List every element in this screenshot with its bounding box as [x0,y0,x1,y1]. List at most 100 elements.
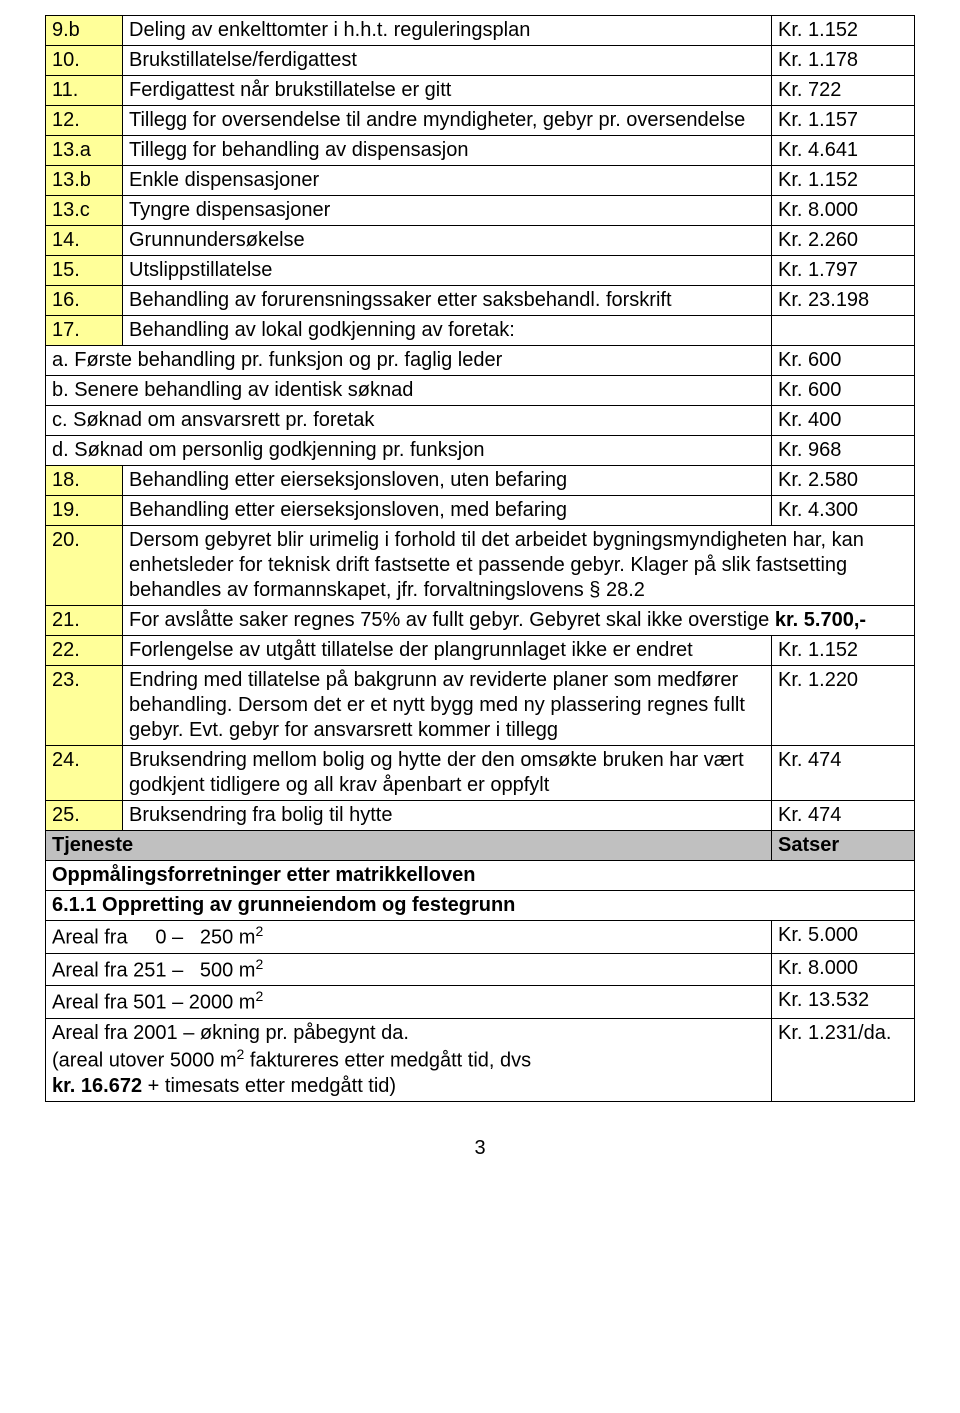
table-row: 14. Grunnundersøkelse Kr. 2.260 [46,226,915,256]
row-description: Utslippstillatelse [123,256,772,286]
table-row: 25. Bruksendring fra bolig til hytte Kr.… [46,801,915,831]
row-value: Kr. 1.152 [772,636,915,666]
row-number: 24. [46,746,123,801]
row-description: Areal fra 0 – 250 m2 [46,921,772,954]
table-row: 22. Forlengelse av utgått tillatelse der… [46,636,915,666]
row-value: Kr. 1.152 [772,16,915,46]
row-value: Kr. 474 [772,801,915,831]
header-row: Tjeneste Satser [46,831,915,861]
table-row: 11. Ferdigattest når brukstillatelse er … [46,76,915,106]
row-description: Behandling etter eierseksjonsloven, med … [123,496,772,526]
table-row: 13.a Tillegg for behandling av dispensas… [46,136,915,166]
row-value: Kr. 1.152 [772,166,915,196]
row-description: Bruksendring mellom bolig og hytte der d… [123,746,772,801]
row-number: 16. [46,286,123,316]
row-description: b. Senere behandling av identisk søknad [46,376,772,406]
row-number: 25. [46,801,123,831]
row-number: 11. [46,76,123,106]
row-value: Kr. 722 [772,76,915,106]
row-value: Kr. 13.532 [772,986,915,1019]
row-value: Kr. 4.300 [772,496,915,526]
table-row: 18. Behandling etter eierseksjonsloven, … [46,466,915,496]
row-number: 20. [46,526,123,606]
table-row: Areal fra 2001 – økning pr. påbegynt da.… [46,1018,915,1101]
row-value: Kr. 1.220 [772,666,915,746]
table-row: a. Første behandling pr. funksjon og pr.… [46,346,915,376]
row-number: 15. [46,256,123,286]
header-satser: Satser [772,831,915,861]
row-number: 12. [46,106,123,136]
row-number: 10. [46,46,123,76]
row-number: 22. [46,636,123,666]
row-value: Kr. 474 [772,746,915,801]
row-value: Kr. 2.260 [772,226,915,256]
row-number: 21. [46,606,123,636]
table-row: 10. Brukstillatelse/ferdigattest Kr. 1.1… [46,46,915,76]
row-value: Kr. 5.000 [772,921,915,954]
table-row: Areal fra 501 – 2000 m2 Kr. 13.532 [46,986,915,1019]
section-row: Oppmålingsforretninger etter matrikkello… [46,861,915,891]
row-description: For avslåtte saker regnes 75% av fullt g… [123,606,915,636]
table-row: d. Søknad om personlig godkjenning pr. f… [46,436,915,466]
table-row: 13.b Enkle dispensasjoner Kr. 1.152 [46,166,915,196]
table-row: 9.b Deling av enkelttomter i h.h.t. regu… [46,16,915,46]
table-row: 19. Behandling etter eierseksjonsloven, … [46,496,915,526]
table-row: 17. Behandling av lokal godkjenning av f… [46,316,915,346]
row-value: Kr. 8.000 [772,953,915,986]
row-number: 17. [46,316,123,346]
row-description: Areal fra 251 – 500 m2 [46,953,772,986]
row-number: 18. [46,466,123,496]
table-row: Areal fra 251 – 500 m2 Kr. 8.000 [46,953,915,986]
row-description: Grunnundersøkelse [123,226,772,256]
row-number: 9.b [46,16,123,46]
section-title: Oppmålingsforretninger etter matrikkello… [46,861,915,891]
row-number: 14. [46,226,123,256]
table-row: 16. Behandling av forurensningssaker ett… [46,286,915,316]
row-description: a. Første behandling pr. funksjon og pr.… [46,346,772,376]
document-page: 9.b Deling av enkelttomter i h.h.t. regu… [0,0,960,1175]
row-value [772,316,915,346]
row-value: Kr. 23.198 [772,286,915,316]
page-number: 3 [45,1102,915,1160]
table-row: 23. Endring med tillatelse på bakgrunn a… [46,666,915,746]
row-value: Kr. 968 [772,436,915,466]
row-number: 13.b [46,166,123,196]
row-value: Kr. 400 [772,406,915,436]
row-number: 19. [46,496,123,526]
row-value: Kr. 8.000 [772,196,915,226]
row-description: Behandling av forurensningssaker etter s… [123,286,772,316]
table-row: 15. Utslippstillatelse Kr. 1.797 [46,256,915,286]
table-row: 21. For avslåtte saker regnes 75% av ful… [46,606,915,636]
section-subtitle: 6.1.1 Oppretting av grunneiendom og fest… [46,891,915,921]
row-number: 23. [46,666,123,746]
row-number: 13.a [46,136,123,166]
row-description: Brukstillatelse/ferdigattest [123,46,772,76]
row-value: Kr. 600 [772,376,915,406]
row-description: Tillegg for behandling av dispensasjon [123,136,772,166]
table-row: c. Søknad om ansvarsrett pr. foretak Kr.… [46,406,915,436]
row-description: Tillegg for oversendelse til andre myndi… [123,106,772,136]
row-description: Tyngre dispensasjoner [123,196,772,226]
row-description: d. Søknad om personlig godkjenning pr. f… [46,436,772,466]
header-tjeneste: Tjeneste [46,831,772,861]
row-value: Kr. 1.178 [772,46,915,76]
row-description: Areal fra 501 – 2000 m2 [46,986,772,1019]
table-row: 13.c Tyngre dispensasjoner Kr. 8.000 [46,196,915,226]
row-description: Dersom gebyret blir urimelig i forhold t… [123,526,915,606]
row-description: Enkle dispensasjoner [123,166,772,196]
table-row: 12. Tillegg for oversendelse til andre m… [46,106,915,136]
row-description: Forlengelse av utgått tillatelse der pla… [123,636,772,666]
row-description: Areal fra 2001 – økning pr. påbegynt da.… [46,1018,772,1101]
row-description: Ferdigattest når brukstillatelse er gitt [123,76,772,106]
row-value: Kr. 4.641 [772,136,915,166]
row-description: Endring med tillatelse på bakgrunn av re… [123,666,772,746]
row-value: Kr. 1.231/da. [772,1018,915,1101]
row-number: 13.c [46,196,123,226]
table-row: 20. Dersom gebyret blir urimelig i forho… [46,526,915,606]
section-row: 6.1.1 Oppretting av grunneiendom og fest… [46,891,915,921]
row-value: Kr. 2.580 [772,466,915,496]
row-description: Deling av enkelttomter i h.h.t. reguleri… [123,16,772,46]
table-row: b. Senere behandling av identisk søknad … [46,376,915,406]
row-description: Bruksendring fra bolig til hytte [123,801,772,831]
fee-table: 9.b Deling av enkelttomter i h.h.t. regu… [45,15,915,1102]
